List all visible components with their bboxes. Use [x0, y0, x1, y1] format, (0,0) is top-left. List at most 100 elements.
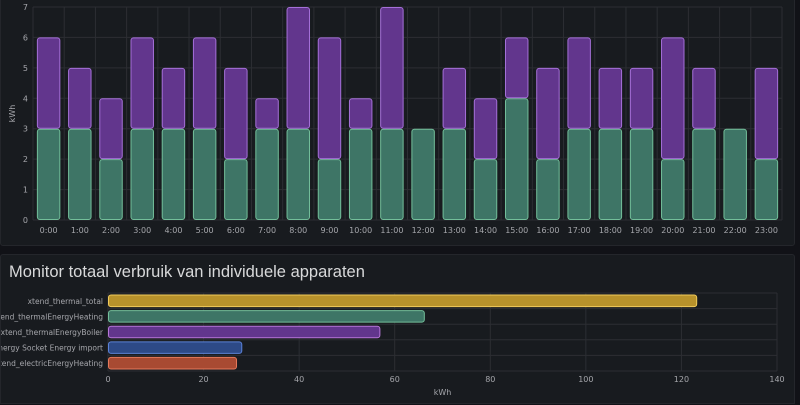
x-tick-label: 0 — [105, 375, 110, 384]
x-axis-label: kWh — [434, 388, 452, 397]
bar-segment-upper — [754, 67, 779, 160]
x-tick-label: 140 — [769, 375, 784, 384]
x-tick-label: 9:00 — [320, 226, 338, 235]
y-tick-label: 7 — [23, 3, 28, 12]
bar-segment-upper — [442, 67, 467, 129]
y-tick-label: 2 — [23, 155, 28, 164]
y-tick-label: 5 — [23, 64, 28, 73]
x-tick-label: 21:00 — [692, 226, 715, 235]
x-tick-label: 19:00 — [630, 226, 653, 235]
x-tick-label: 1:00 — [71, 226, 89, 235]
bar-segment-lower — [598, 128, 623, 220]
category-label: xtend_electricEnergyHeating — [1, 359, 103, 368]
x-tick-label: 6:00 — [227, 226, 245, 235]
category-label: xtend_thermalEnergyHeating — [1, 312, 103, 321]
device-bar — [108, 294, 698, 308]
x-tick-label: 14:00 — [474, 226, 497, 235]
bar-segment-upper — [224, 67, 248, 160]
bar-segment-lower — [536, 159, 560, 220]
bar-segment-lower — [224, 159, 248, 220]
x-tick-label: 4:00 — [164, 226, 182, 235]
bar-segment-lower — [192, 128, 217, 220]
x-tick-label: 20 — [198, 375, 208, 384]
bar-segment-lower — [692, 128, 716, 220]
x-tick-label: 20:00 — [661, 226, 684, 235]
y-tick-label: 1 — [23, 186, 28, 195]
device-bar — [108, 310, 425, 323]
bar-segment-upper — [99, 98, 123, 160]
y-tick-label: 4 — [23, 94, 28, 103]
bar-segment-lower — [723, 128, 747, 220]
category-label: xtend_thermal_total — [28, 297, 103, 306]
bar-segment-lower — [36, 128, 61, 220]
bar-segment-upper — [598, 67, 623, 129]
bar-segment-lower — [754, 159, 779, 220]
x-tick-label: 3:00 — [133, 226, 151, 235]
bar-segment-lower — [567, 128, 591, 220]
bar-segment-upper — [68, 67, 92, 129]
bar-segment-lower — [348, 128, 373, 220]
bar-segment-lower — [629, 128, 654, 220]
bar-segment-lower — [504, 98, 529, 220]
x-tick-label: 8:00 — [289, 226, 307, 235]
y-tick-label: 3 — [23, 125, 28, 134]
bar-segment-upper — [536, 67, 560, 160]
bar-segment-upper — [317, 37, 342, 160]
bar-segment-lower — [161, 128, 186, 220]
device-bar — [108, 356, 238, 370]
bar-segment-lower — [661, 159, 685, 220]
bar-segment-lower — [380, 128, 404, 220]
device-total-chart: 0 20 40 60 80 100 120 140 kWh xtend_thermal_total… — [1, 292, 785, 397]
x-tick-label: 11:00 — [380, 226, 403, 235]
category-label: xtend_thermalEnergyBoiler — [1, 328, 104, 337]
bar-segment-upper — [380, 7, 404, 129]
hourly-energy-chart: 0 1 2 3 4 5 6 7 kWh 0:00 1:00 2:00 3:00 4:00 5:00 6:00 7… — [8, 3, 783, 235]
device-total-panel: Monitor totaal verbruik van individuele … — [0, 254, 795, 404]
x-tick-label: 15:00 — [505, 226, 528, 235]
x-tick-label: 100 — [578, 375, 593, 384]
bar-segment-lower — [286, 128, 311, 220]
bar-segment-upper — [567, 37, 591, 129]
bar-segment-upper — [36, 37, 61, 129]
x-tick-label: 0:00 — [40, 226, 58, 235]
bar-segment-upper — [286, 7, 311, 129]
x-tick-label: 7:00 — [258, 226, 276, 235]
y-tick-label: 6 — [23, 33, 28, 42]
device-bar — [108, 341, 243, 354]
x-tick-label: 120 — [674, 375, 689, 384]
bar-segment-upper — [255, 98, 279, 129]
x-tick-label: 2:00 — [102, 226, 120, 235]
x-tick-label: 16:00 — [536, 226, 559, 235]
x-tick-label: 40 — [294, 375, 304, 384]
bar-segment-lower — [130, 128, 154, 220]
bar-segment-lower — [317, 159, 342, 220]
device-bar — [108, 325, 381, 339]
x-tick-label: 17:00 — [568, 226, 591, 235]
bar-segment-upper — [661, 37, 685, 160]
bar-segment-lower — [99, 159, 123, 220]
bar-segment-lower — [442, 128, 467, 220]
y-tick-label: 0 — [23, 216, 28, 225]
bar-segment-upper — [473, 98, 498, 160]
bar-segment-upper — [629, 67, 654, 129]
bar-segment-lower — [473, 159, 498, 220]
x-tick-label: 80 — [485, 375, 495, 384]
category-label: Energy Socket Energy import — [1, 344, 103, 353]
x-tick-label: 23:00 — [755, 226, 778, 235]
bar-segment-lower — [411, 128, 435, 220]
x-tick-label: 18:00 — [599, 226, 622, 235]
panel-title: Monitor totaal verbruik van individuele … — [9, 263, 365, 281]
x-tick-label: 10:00 — [349, 226, 372, 235]
bar-segment-upper — [192, 37, 217, 129]
x-tick-label: 60 — [390, 375, 400, 384]
bar-segment-lower — [68, 128, 92, 220]
bar-segment-upper — [130, 37, 154, 129]
x-tick-label: 12:00 — [412, 226, 435, 235]
bar-segment-upper — [504, 37, 529, 99]
y-axis-label: kWh — [8, 105, 17, 123]
bar-segment-upper — [692, 67, 716, 129]
bar-segment-upper — [161, 67, 186, 129]
bar-segment-upper — [348, 98, 373, 129]
x-tick-label: 5:00 — [196, 226, 214, 235]
x-tick-label: 13:00 — [443, 226, 466, 235]
